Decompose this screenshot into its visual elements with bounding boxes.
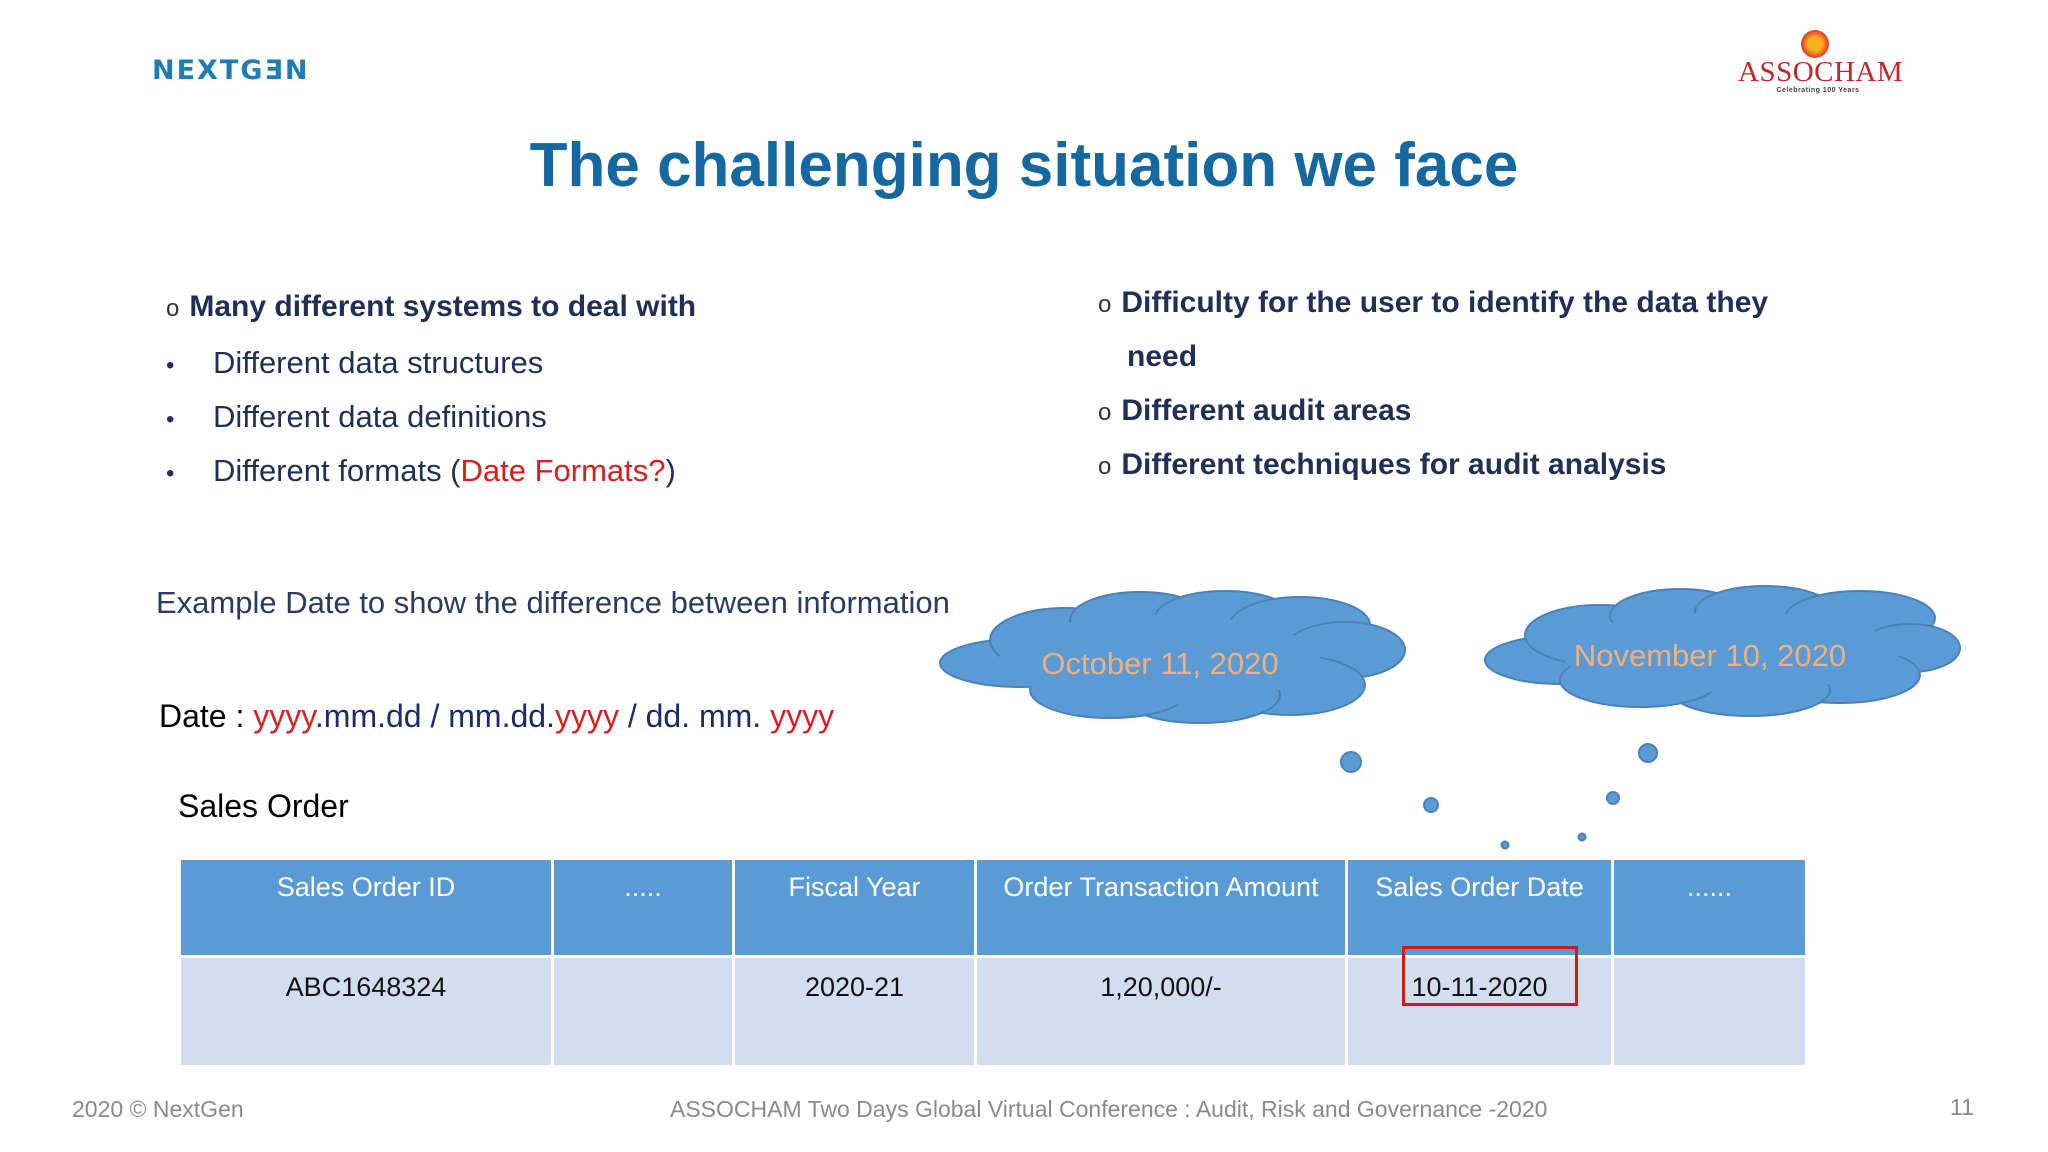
nextgen-logo: NEXTGƎN xyxy=(152,55,310,86)
table-cell xyxy=(551,955,735,1068)
assocham-logo-name: ASSOCHAM xyxy=(1738,56,1904,88)
footer-conference: ASSOCHAM Two Days Global Virtual Confere… xyxy=(670,1096,1548,1122)
column-header: Sales Order Date xyxy=(1345,857,1614,958)
circle-bullet-icon: o xyxy=(1098,399,1112,426)
date-format-part: / dd. mm. xyxy=(618,698,771,734)
column-header: ..... xyxy=(551,857,735,958)
footer-copyright: 2020 © NextGen xyxy=(72,1096,244,1122)
left-sub-bullet: • Different data definitions xyxy=(166,399,547,435)
page-number: 11 xyxy=(1950,1094,1974,1120)
date-label: Date : xyxy=(159,698,254,734)
left-sub-bullet: • Different data structures xyxy=(166,345,543,381)
date-format-part: .mm.dd / xyxy=(314,698,449,734)
sales-order-table: Sales Order ID ..... Fiscal Year Order T… xyxy=(178,857,1808,1068)
example-text: Example Date to show the difference betw… xyxy=(156,585,950,620)
dot-bullet-icon: • xyxy=(166,406,175,433)
left-sub-bullet-text: Different data definitions xyxy=(213,399,547,434)
thought-bubbles xyxy=(1340,743,1658,850)
sales-order-title: Sales Order xyxy=(178,788,349,824)
dot-bullet-icon: • xyxy=(166,352,175,379)
date-format-part: mm.dd. xyxy=(448,698,555,734)
date-formats-text: Date Formats? xyxy=(460,453,666,488)
left-bullet-heading-text: Many different systems to deal with xyxy=(189,290,697,323)
left-sub-bullet-text: Different formats ( xyxy=(213,453,461,488)
left-sub-bullet: • Different formats (Date Formats?) xyxy=(166,453,676,489)
cloud-right-text: November 10, 2020 xyxy=(1573,638,1847,673)
date-format-year: yyyy xyxy=(554,698,619,734)
right-bullet-text: Different techniques for audit analysis xyxy=(1121,448,1667,481)
table-header-row: Sales Order ID ..... Fiscal Year Order T… xyxy=(178,857,1808,958)
table-cell: ABC1648324 xyxy=(178,955,554,1068)
table-cell: 2020-21 xyxy=(732,955,977,1068)
table-cell xyxy=(1611,955,1808,1068)
date-highlight-box xyxy=(1402,946,1578,1006)
assocham-logo: ASSOCHAM Celebrating 100 Years xyxy=(1738,30,1904,100)
dot-bullet-icon: • xyxy=(166,460,175,487)
slide-title: The challenging situation we face xyxy=(529,131,1519,200)
column-header: Order Transaction Amount xyxy=(974,857,1348,958)
left-sub-bullet-text: Different data structures xyxy=(213,345,544,380)
sun-icon xyxy=(1801,30,1829,58)
right-bullet: o Different techniques for audit analysis xyxy=(1098,448,1666,482)
cloud-left xyxy=(939,590,1406,724)
table-cell: 1,20,000/- xyxy=(974,955,1348,1068)
column-header: Sales Order ID xyxy=(178,857,554,958)
cloud-right xyxy=(1484,585,1961,717)
circle-bullet-icon: o xyxy=(1098,291,1112,318)
right-bullet-continuation: need xyxy=(1127,340,1198,373)
circle-bullet-icon: o xyxy=(1098,453,1112,480)
date-format-year: yyyy xyxy=(770,698,835,734)
column-header: ...... xyxy=(1611,857,1808,958)
assocham-tagline: Celebrating 100 Years xyxy=(1776,87,1860,94)
table-row: ABC1648324 2020-21 1,20,000/- 10-11-2020 xyxy=(178,955,1808,1068)
right-bullet-text: Difficulty for the user to identify the … xyxy=(1121,286,1769,319)
right-bullet: o Different audit areas xyxy=(1098,394,1411,428)
table-cell: 10-11-2020 xyxy=(1345,955,1614,1068)
right-bullet-text: Different audit areas xyxy=(1121,394,1412,427)
date-format-line: Date : yyyy.mm.dd / mm.dd.yyyy / dd. mm.… xyxy=(159,698,834,735)
cloud-left-text: October 11, 2020 xyxy=(1041,646,1279,681)
left-bullet-heading: o Many different systems to deal with xyxy=(166,290,696,324)
date-format-year: yyyy xyxy=(253,698,315,734)
circle-bullet-icon: o xyxy=(166,295,180,322)
column-header: Fiscal Year xyxy=(732,857,977,958)
right-bullet: o Difficulty for the user to identify the… xyxy=(1098,286,1768,320)
close-paren: ) xyxy=(665,453,676,488)
